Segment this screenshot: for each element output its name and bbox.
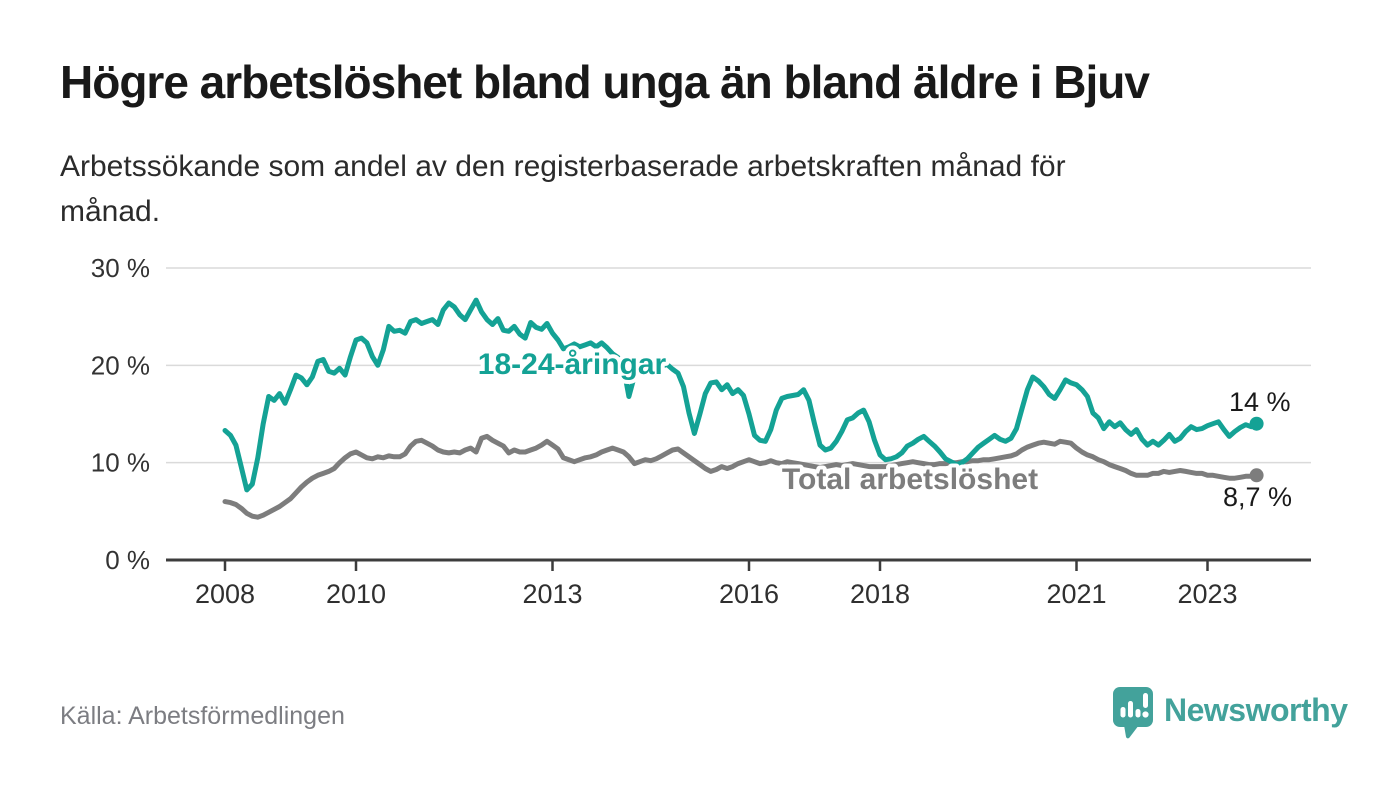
chart-axes-layer: 0 % 10 % 20 % 30 % 2008 2010 2013 2016 2018 2021 2… — [91, 253, 1311, 609]
y-tick-label: 30 % — [91, 253, 150, 283]
x-tick-label: 2023 — [1177, 579, 1237, 609]
x-tick-label: 2010 — [326, 579, 386, 609]
x-tick-label: 2008 — [195, 579, 255, 609]
page-title: Högre arbetslöshet bland unga än bland ä… — [60, 56, 1150, 108]
x-tick-label: 2018 — [850, 579, 910, 609]
series-youth-label: 18-24-åringar — [478, 348, 667, 381]
brand-logo: Newsworthy — [1112, 684, 1348, 740]
chart-series-layer — [222, 297, 1264, 520]
x-tick-label: 2013 — [522, 579, 582, 609]
y-tick-label: 20 % — [91, 350, 150, 380]
series-end-dot-18-24-åringar — [1249, 416, 1264, 431]
x-tick-label: 2021 — [1046, 579, 1106, 609]
x-tick-label: 2016 — [719, 579, 779, 609]
newsworthy-logo-icon — [1113, 687, 1153, 739]
source-note: Källa: Arbetsförmedlingen — [60, 702, 345, 730]
brand-name: Newsworthy — [1164, 692, 1348, 728]
series-line-18-24-åringar — [222, 297, 1260, 493]
y-tick-label: 0 % — [105, 545, 150, 575]
series-end-dot-Total arbetslöshet — [1249, 468, 1264, 483]
total-end-value-label: 8,7 % — [1223, 482, 1292, 512]
series-line-Total arbetslöshet — [222, 433, 1260, 520]
page-subtitle: Arbetssökande som andel av den registerb… — [60, 150, 1066, 228]
series-total-label: Total arbetslöshet — [782, 463, 1038, 496]
youth-end-value-label: 14 % — [1229, 387, 1291, 417]
y-tick-label: 10 % — [91, 448, 150, 478]
